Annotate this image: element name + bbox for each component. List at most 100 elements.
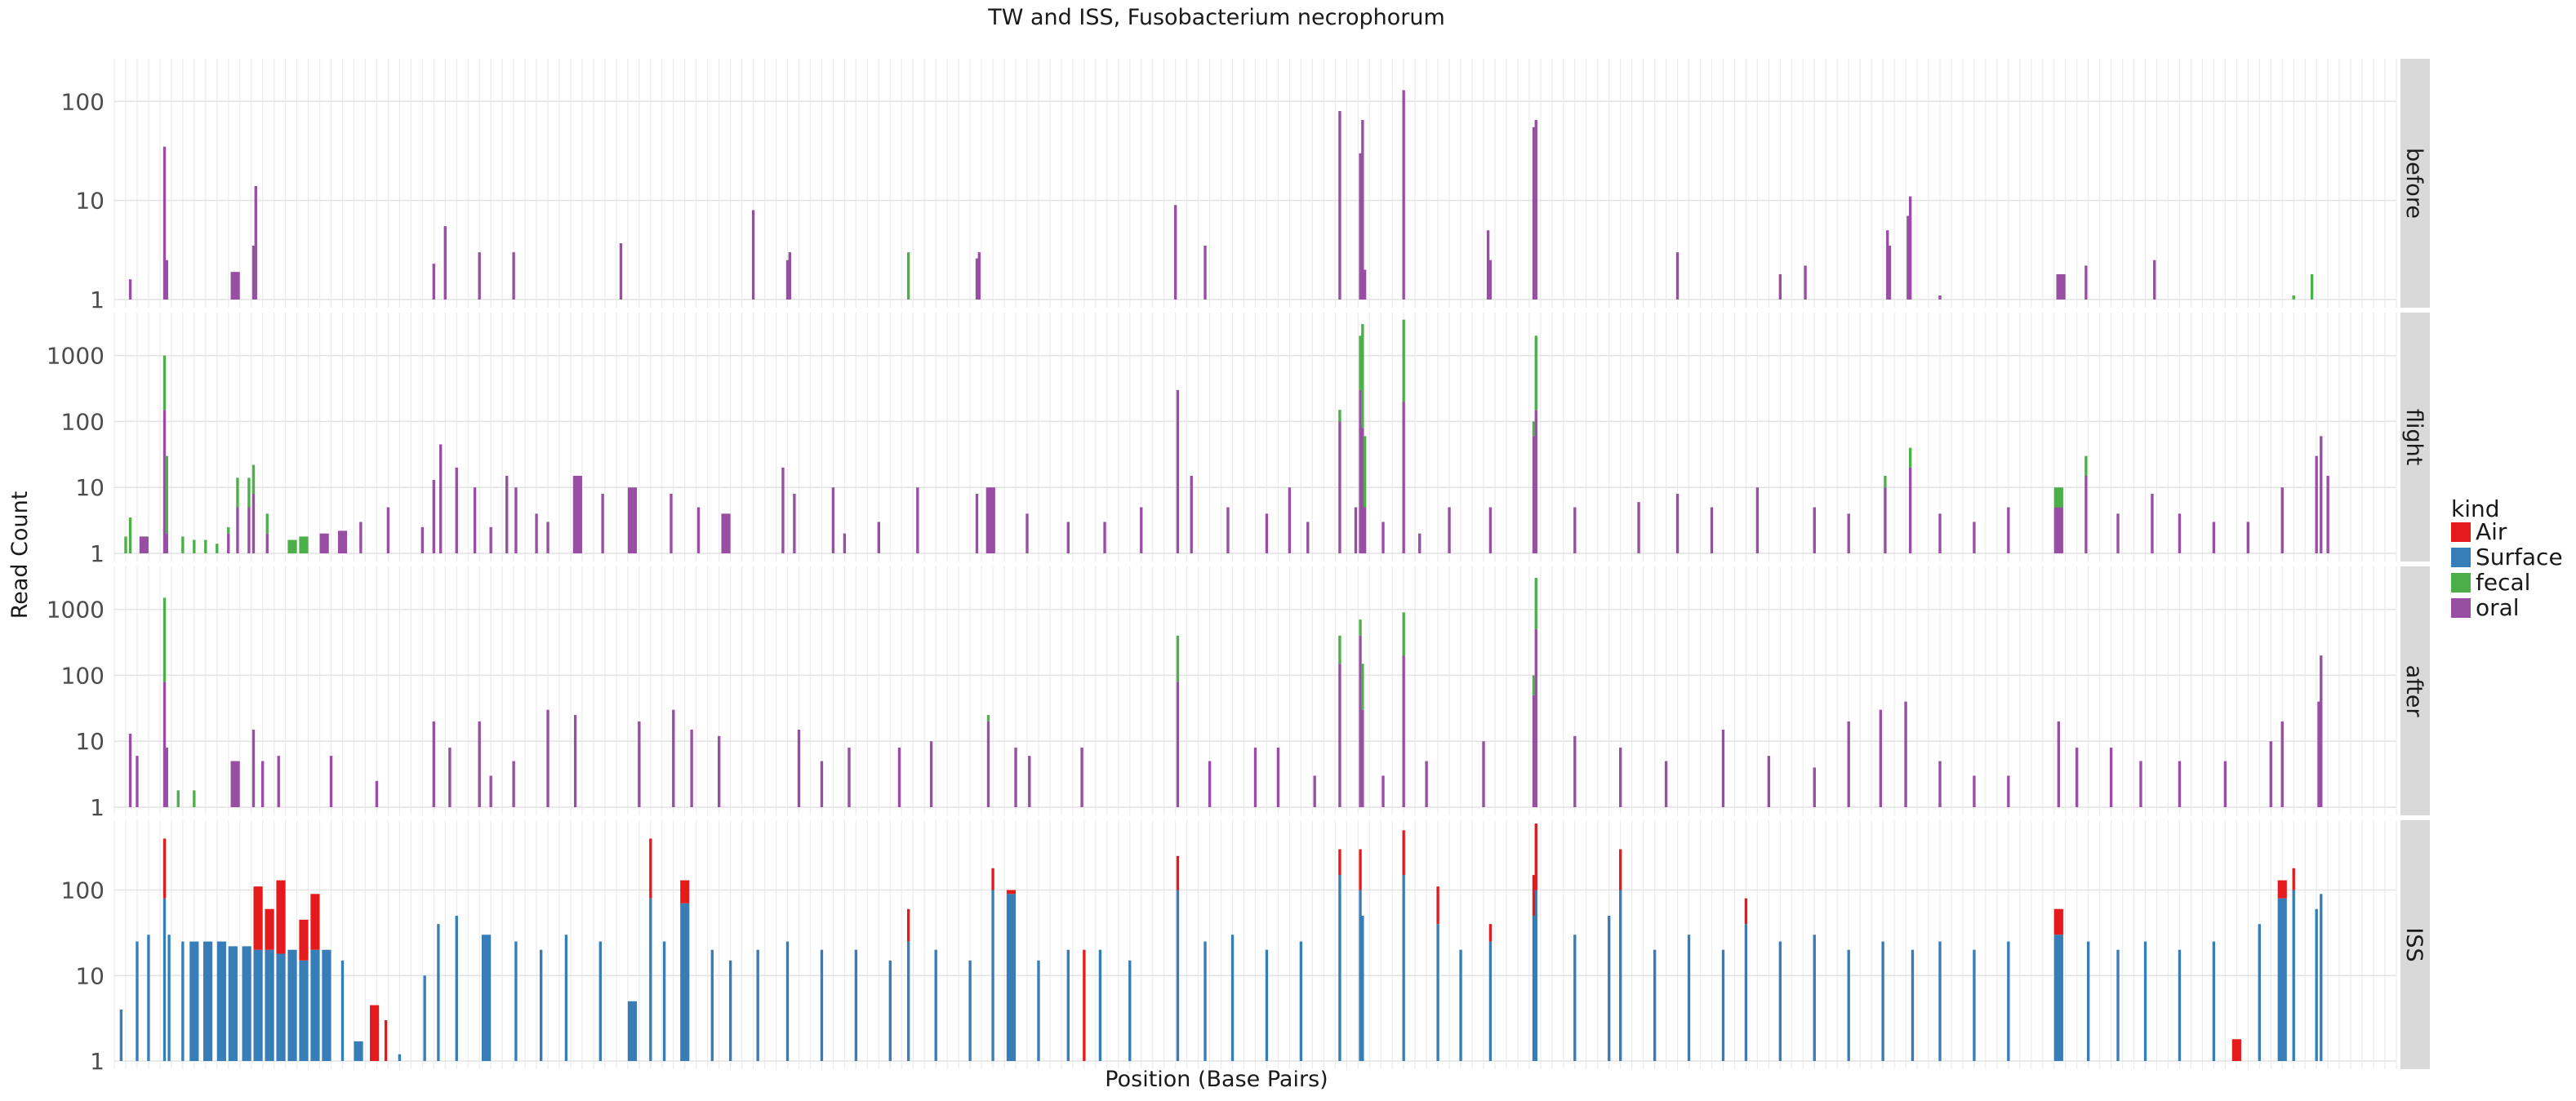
- bar-surface: [136, 941, 139, 1061]
- bar-air: [1006, 890, 1017, 895]
- bar-oral: [162, 146, 167, 300]
- bar-surface: [455, 916, 458, 1061]
- bar-surface: [228, 946, 238, 1061]
- bar-surface: [710, 949, 714, 1061]
- bar-oral: [1767, 756, 1771, 807]
- y-tick-label-ISS: 10: [75, 962, 105, 989]
- bar-oral: [929, 741, 933, 807]
- bar-surface: [340, 960, 345, 1061]
- bar-oral: [820, 761, 824, 807]
- bar-oral: [512, 761, 515, 807]
- bar-oral: [165, 533, 168, 553]
- y-tick-label-flight: 100: [61, 408, 105, 435]
- bar-fecal: [1338, 410, 1341, 422]
- bar-surface: [1778, 941, 1782, 1061]
- bar-fecal: [1359, 619, 1362, 636]
- bar-oral: [1338, 664, 1341, 807]
- y-tick-label-ISS: 1: [90, 1048, 105, 1075]
- legend-title: kind: [2451, 495, 2500, 522]
- bar-oral: [2075, 748, 2079, 807]
- bar-oral: [897, 748, 901, 807]
- bar-oral: [1361, 709, 1364, 807]
- legend-swatch-fecal: [2451, 573, 2471, 593]
- bar-surface: [423, 975, 426, 1061]
- bar-oral: [1534, 410, 1537, 553]
- bar-fecal: [265, 513, 269, 534]
- bar-oral: [1359, 153, 1362, 300]
- bar-oral: [1847, 513, 1850, 553]
- bar-oral: [1402, 90, 1405, 300]
- bar-surface: [820, 949, 824, 1061]
- bar-oral: [1847, 721, 1850, 807]
- bar-surface: [1938, 941, 1942, 1061]
- bar-surface: [189, 941, 199, 1061]
- bar-surface: [322, 949, 331, 1061]
- bar-oral: [977, 252, 981, 300]
- bar-surface: [181, 941, 185, 1061]
- legend-label-oral: oral: [2476, 594, 2520, 621]
- bar-oral: [1361, 428, 1364, 553]
- legend-swatch-surface: [2451, 548, 2471, 567]
- bar-oral: [1173, 205, 1177, 300]
- bar-oral: [1675, 252, 1680, 300]
- bars-flight: [124, 319, 2329, 553]
- bar-oral: [247, 507, 251, 553]
- bar-air: [680, 880, 690, 903]
- bar-surface: [310, 949, 320, 1061]
- bar-fecal: [906, 252, 910, 300]
- bar-surface: [1573, 935, 1577, 1061]
- facet-strip-label: after: [2401, 665, 2427, 718]
- bar-oral: [1721, 729, 1725, 807]
- bar-surface: [1066, 949, 1070, 1061]
- bar-oral: [1359, 389, 1362, 553]
- bar-surface: [203, 941, 213, 1061]
- bar-oral: [1488, 260, 1493, 300]
- bar-oral: [455, 467, 458, 553]
- bar-surface: [728, 960, 732, 1061]
- bar-oral: [2153, 260, 2156, 300]
- bar-fecal: [128, 517, 132, 553]
- bar-oral: [265, 533, 269, 553]
- bar-oral: [2007, 775, 2010, 807]
- bar-surface: [934, 949, 937, 1061]
- y-tick-label-after: 1: [90, 794, 105, 821]
- bar-oral: [785, 260, 790, 300]
- legend-label-air: Air: [2476, 518, 2507, 545]
- bar-fecal: [162, 355, 167, 411]
- bar-surface: [1338, 875, 1341, 1061]
- bar-oral: [251, 494, 256, 553]
- bar-surface: [785, 941, 790, 1061]
- y-tick-label-flight: 10: [75, 474, 105, 501]
- bar-oral: [448, 748, 452, 807]
- bar-oral: [721, 513, 731, 553]
- bar-oral: [420, 526, 425, 553]
- y-tick-label-before: 1: [90, 286, 105, 313]
- panel-after: 1 10 100 1000 after: [47, 566, 2430, 821]
- bar-surface: [991, 890, 994, 1061]
- bar-fecal: [124, 536, 127, 553]
- bar-surface: [2116, 949, 2120, 1061]
- bar-fecal: [193, 539, 196, 553]
- bar-oral: [1884, 487, 1887, 553]
- facet-strip-ISS: [2400, 820, 2430, 1069]
- bars-after: [128, 578, 2323, 807]
- bar-oral: [1176, 389, 1180, 553]
- bar-fecal: [2053, 487, 2063, 508]
- bar-surface: [1973, 949, 1976, 1061]
- bar-oral: [1973, 775, 1976, 807]
- bar-surface: [888, 960, 892, 1061]
- y-axis-label: Read Count: [7, 491, 33, 619]
- bar-fecal: [227, 526, 230, 534]
- bar-oral: [230, 272, 240, 300]
- bar-oral: [1176, 681, 1180, 807]
- bar-surface: [147, 935, 150, 1061]
- bar-oral: [251, 729, 256, 807]
- bar-fecal: [986, 715, 990, 721]
- bar-oral: [1532, 127, 1536, 300]
- bar-oral: [1482, 741, 1485, 807]
- bar-surface: [1402, 875, 1405, 1061]
- bar-oral: [1190, 475, 1193, 553]
- bar-oral: [329, 756, 333, 807]
- bar-fecal: [236, 477, 239, 508]
- bar-surface: [1203, 941, 1207, 1061]
